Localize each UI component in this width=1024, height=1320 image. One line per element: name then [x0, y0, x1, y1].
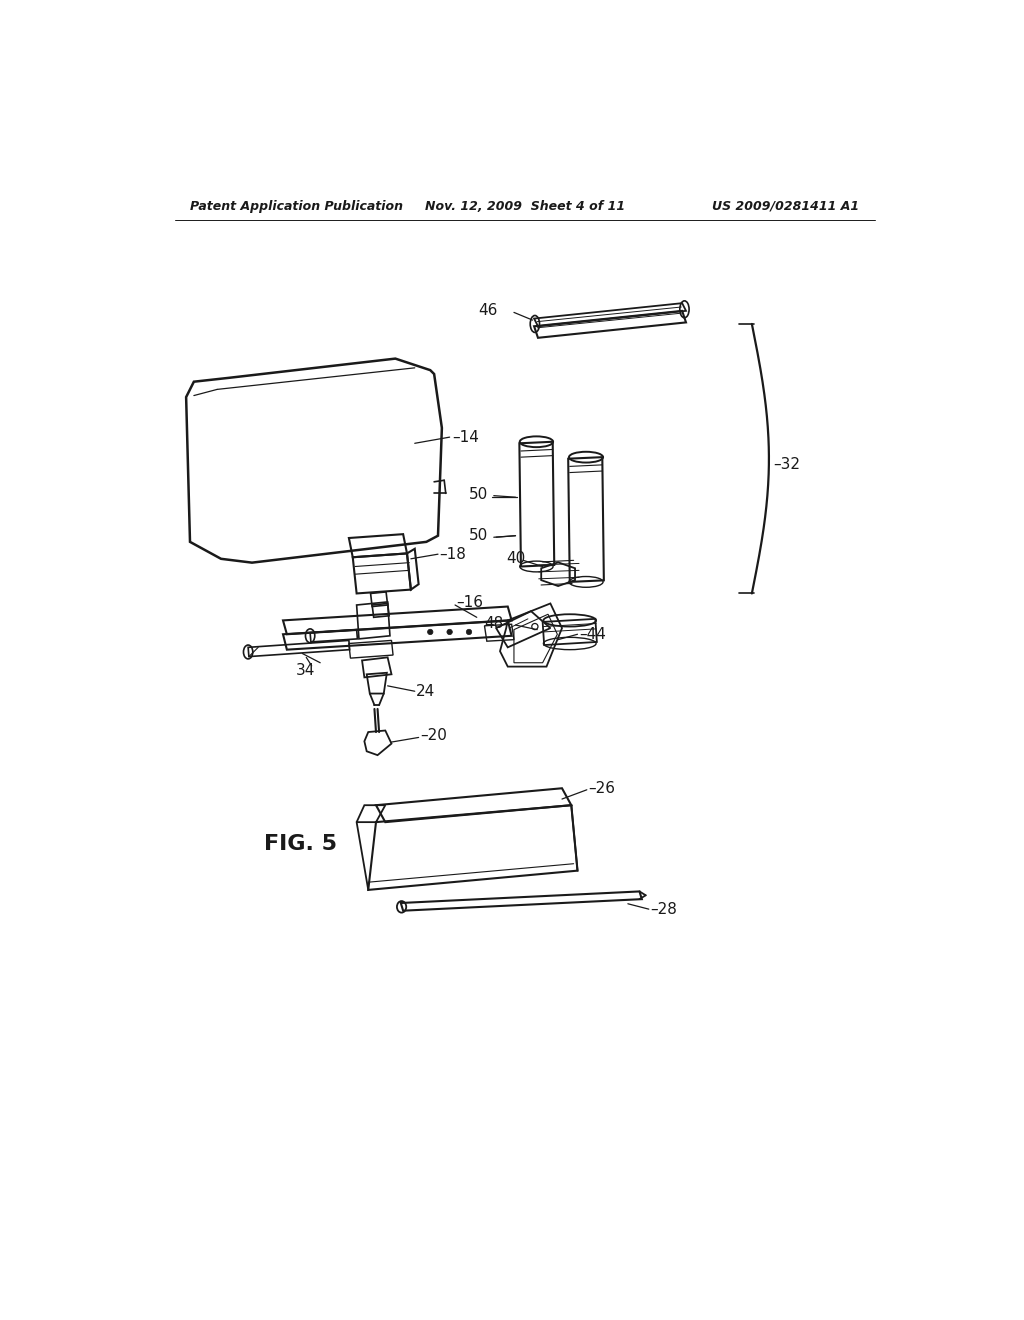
Text: –44: –44 [579, 627, 606, 642]
Text: 46: 46 [478, 304, 498, 318]
Circle shape [466, 630, 472, 635]
Text: Nov. 12, 2009  Sheet 4 of 11: Nov. 12, 2009 Sheet 4 of 11 [425, 199, 625, 213]
Circle shape [446, 630, 453, 635]
Text: US 2009/0281411 A1: US 2009/0281411 A1 [713, 199, 859, 213]
Circle shape [428, 630, 433, 635]
Text: –28: –28 [650, 902, 677, 916]
Text: 50: 50 [469, 487, 488, 502]
Text: 24: 24 [417, 684, 435, 698]
Text: 50: 50 [469, 528, 488, 544]
Text: –18: –18 [439, 546, 466, 562]
Text: 34: 34 [296, 663, 315, 678]
Text: –32: –32 [773, 457, 800, 473]
Text: Patent Application Publication: Patent Application Publication [190, 199, 403, 213]
Text: FIG. 5: FIG. 5 [263, 834, 337, 854]
Text: 48: 48 [484, 616, 504, 631]
Text: –16: –16 [457, 595, 483, 610]
Text: –20: –20 [420, 729, 447, 743]
Text: –26: –26 [589, 780, 615, 796]
Text: –14: –14 [452, 429, 479, 445]
Text: 40: 40 [506, 552, 525, 566]
